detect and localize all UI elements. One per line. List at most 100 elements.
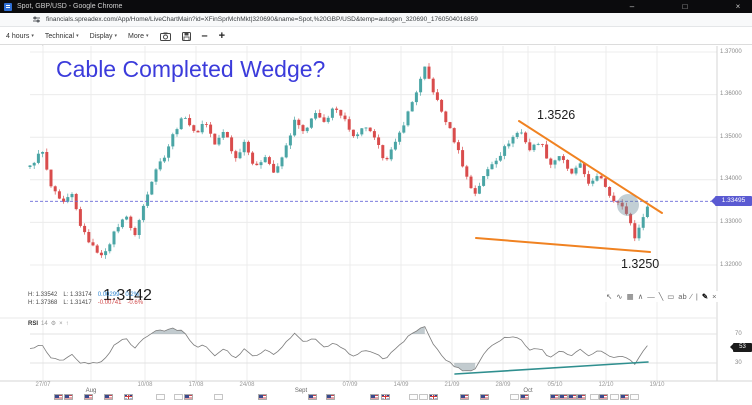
calendar-event-flag-us[interactable]: [599, 394, 608, 400]
calendar-event-flag-us[interactable]: [568, 394, 577, 400]
candle-body: [507, 143, 511, 147]
flag-canton: [259, 395, 263, 398]
candle-body: [167, 146, 171, 158]
curve-tool-icon[interactable]: ∿: [616, 292, 623, 301]
calendar-event-flag-us[interactable]: [577, 394, 586, 400]
calendar-event-flag-us[interactable]: [184, 394, 193, 400]
candle-body: [347, 119, 351, 130]
close-icon[interactable]: ×: [59, 320, 63, 327]
trendline-tool-icon[interactable]: ╲: [658, 292, 664, 301]
calendar-event-flag-us[interactable]: [308, 394, 317, 400]
chevron-down-icon: ▾: [31, 33, 34, 39]
timeframe-dropdown[interactable]: 4 hours ▾: [6, 33, 34, 40]
snapshot-camera-icon[interactable]: [159, 32, 171, 41]
flag-canton: [105, 395, 109, 398]
address-url[interactable]: financials.spreadex.com/App/Home/LiveCha…: [46, 16, 478, 23]
expand-up-icon[interactable]: ↑: [65, 320, 69, 327]
horizontal-line-tool-icon[interactable]: —: [647, 292, 655, 301]
calendar-event-flag-us[interactable]: [460, 394, 469, 400]
candle-body: [263, 157, 267, 163]
candle-body: [297, 119, 301, 126]
gear-icon[interactable]: ⚙: [50, 321, 57, 327]
display-dropdown[interactable]: Display ▾: [90, 33, 117, 40]
calendar-event-flag-neutral[interactable]: [156, 394, 165, 400]
swing-low-price-label[interactable]: 1.3142: [103, 287, 152, 304]
pencil-tool-icon[interactable]: ✎: [701, 292, 709, 301]
maximize-button[interactable]: □: [682, 2, 688, 11]
calendar-event-flag-us[interactable]: [258, 394, 267, 400]
candle-body: [448, 122, 452, 129]
calendar-event-flag-us[interactable]: [370, 394, 379, 400]
candle-body: [200, 124, 204, 133]
flag-canton: [521, 395, 525, 398]
zoom-out-button[interactable]: –: [201, 29, 208, 42]
stat-value: H: 1.37368: [28, 300, 58, 306]
calendar-event-flag-neutral[interactable]: [409, 394, 418, 400]
close-button[interactable]: ×: [735, 2, 741, 11]
wedge-top-price-label[interactable]: 1.3526: [537, 108, 576, 122]
calendar-event-flag-us[interactable]: [54, 394, 63, 400]
chart-annotation-title[interactable]: Cable Completed Wedge?: [56, 56, 326, 82]
ray-tool-icon[interactable]: ∕: [690, 292, 692, 301]
window-controls: – □ ×: [626, 0, 752, 13]
calendar-event-flag-neutral[interactable]: [510, 394, 519, 400]
calendar-event-flag-uk[interactable]: [124, 394, 133, 400]
wedge-bottom-price-label[interactable]: 1.3250: [621, 257, 660, 271]
wedge-upper-trendline[interactable]: [518, 120, 663, 214]
stat-value: 0.00299: [97, 292, 120, 298]
calendar-event-flag-us[interactable]: [550, 394, 559, 400]
candle-body: [116, 227, 120, 232]
calendar-event-flag-uk[interactable]: [429, 394, 438, 400]
close-toolbar-icon[interactable]: ×: [712, 292, 717, 301]
candle-body: [188, 118, 192, 126]
candle-body: [242, 141, 246, 153]
candle-body: [645, 206, 649, 217]
candle-body: [32, 162, 36, 166]
calendar-event-flag-us[interactable]: [64, 394, 73, 400]
calendar-event-flag-us[interactable]: [104, 394, 113, 400]
candle-body: [255, 163, 259, 166]
cursor-tool-icon[interactable]: ↖: [606, 292, 613, 301]
text-tool-icon[interactable]: ab: [678, 292, 687, 301]
candle-body: [137, 220, 141, 235]
calendar-event-flag-us[interactable]: [84, 394, 93, 400]
candle-body: [616, 201, 620, 203]
date-tick-label: Sept: [294, 388, 308, 394]
zigzag-tool-icon[interactable]: ∧: [637, 292, 644, 301]
candle-body: [322, 117, 326, 122]
stat-value: H: 1.33542: [28, 292, 58, 298]
calendar-event-flag-us[interactable]: [559, 394, 568, 400]
zoom-in-button[interactable]: +: [218, 29, 226, 42]
wedge-apex-highlight[interactable]: [617, 194, 639, 216]
calendar-event-flag-neutral[interactable]: [214, 394, 223, 400]
candle-body: [574, 167, 578, 174]
calendar-event-flag-uk[interactable]: [381, 394, 390, 400]
calendar-event-flag-neutral[interactable]: [174, 394, 183, 400]
fib-grid-tool-icon[interactable]: ▦: [626, 292, 634, 301]
calendar-event-flag-neutral[interactable]: [419, 394, 428, 400]
date-tick-label: 14/09: [393, 381, 409, 388]
candle-body: [402, 125, 406, 133]
save-floppy-icon[interactable]: [181, 31, 191, 41]
calendar-event-flag-us[interactable]: [520, 394, 529, 400]
minimize-button[interactable]: –: [629, 2, 635, 11]
calendar-event-flag-us[interactable]: [620, 394, 629, 400]
calendar-event-flag-neutral[interactable]: [610, 394, 619, 400]
candle-body: [452, 128, 456, 143]
page-info-tune-icon[interactable]: [32, 15, 41, 24]
wedge-lower-trendline[interactable]: [475, 237, 651, 253]
more-dropdown[interactable]: More ▾: [128, 33, 148, 40]
calendar-event-flag-us[interactable]: [480, 394, 489, 400]
rectangle-tool-icon[interactable]: ▭: [667, 292, 675, 301]
flag-canton: [551, 395, 555, 398]
rsi-support-trendline[interactable]: [454, 361, 649, 375]
calendar-event-flag-neutral[interactable]: [590, 394, 599, 400]
technical-dropdown[interactable]: Technical ▾: [45, 33, 79, 40]
candle-body: [637, 227, 641, 239]
candle-body: [603, 178, 607, 187]
calendar-event-flag-neutral[interactable]: [630, 394, 639, 400]
calendar-event-flag-us[interactable]: [326, 394, 335, 400]
candle-body: [356, 134, 360, 137]
